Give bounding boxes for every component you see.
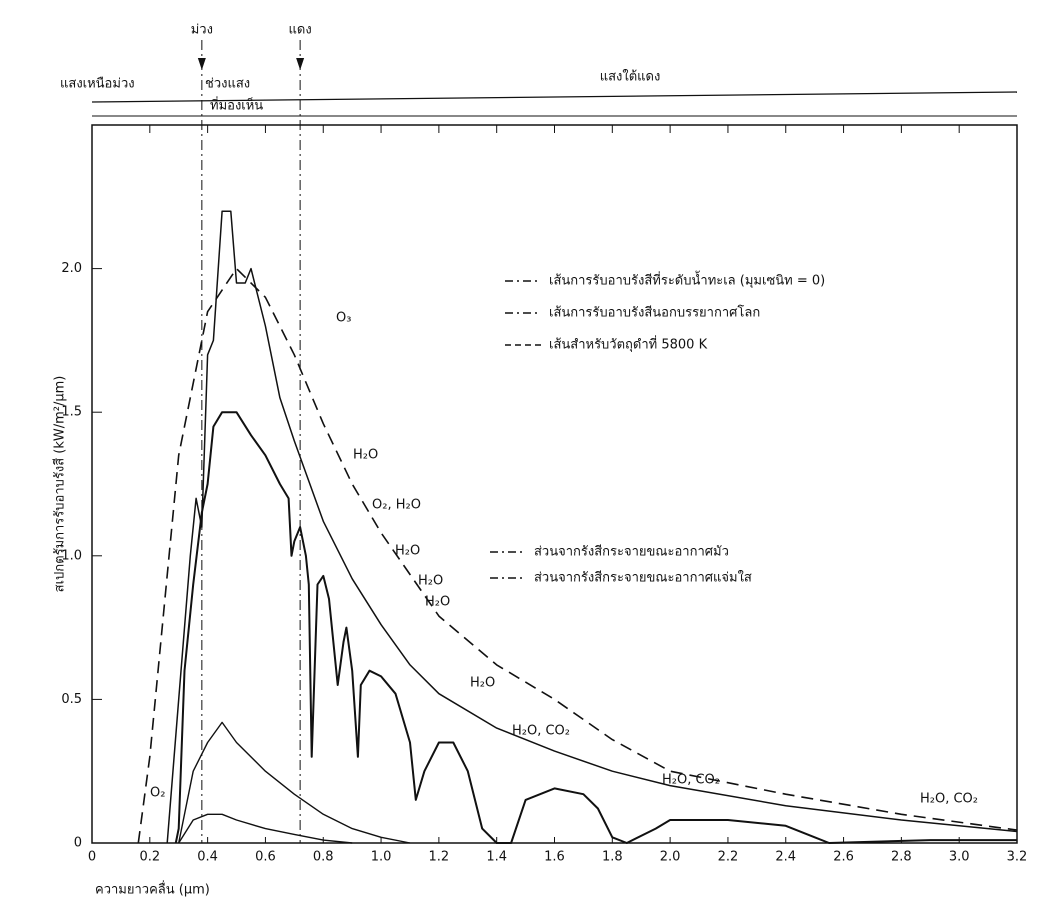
x-tick-label: 2.2 bbox=[718, 850, 739, 865]
region-label: ที่มองเห็น bbox=[210, 96, 263, 114]
legend-label: เส้นการรับอาบรังสีที่ระดับน้ำทะเล (มุมเซ… bbox=[549, 271, 825, 289]
region-label: แสงเหนือม่วง bbox=[60, 76, 135, 92]
x-tick-label: 3.2 bbox=[1007, 850, 1028, 865]
legend-label: เส้นการรับอาบรังสีนอกบรรยากาศโลก bbox=[549, 305, 760, 321]
annotation: O₃ bbox=[336, 311, 351, 326]
y-tick-label: 2.0 bbox=[61, 261, 82, 276]
x-tick-label: 2.6 bbox=[833, 850, 854, 865]
x-tick-label: 0.2 bbox=[139, 850, 160, 865]
x-tick-label: 1.0 bbox=[371, 850, 392, 865]
annotation: H₂O bbox=[395, 544, 420, 559]
marker-label: แดง bbox=[289, 23, 312, 38]
x-tick-label: 1.6 bbox=[544, 850, 565, 865]
x-tick-label: 1.2 bbox=[429, 850, 450, 865]
marker-label: ม่วง bbox=[191, 23, 213, 38]
x-tick-label: 1.4 bbox=[486, 850, 507, 865]
legend-label: ส่วนจากรังสีกระจายขณะอากาศมัว bbox=[534, 544, 729, 560]
annotation: H₂O bbox=[425, 595, 450, 610]
x-axis-label: ความยาวคลื่น (µm) bbox=[95, 881, 210, 898]
region-label: แสงใต้แดง bbox=[600, 69, 661, 85]
x-tick-label: 2.8 bbox=[891, 850, 912, 865]
annotation: O₂ bbox=[150, 786, 165, 801]
annotation: O₂, H₂O bbox=[372, 498, 421, 513]
chart: สเปกตรัมการรับอาบรังสี (kW/m²/µm) ความยา… bbox=[0, 0, 1038, 909]
legend-label: ส่วนจากรังสีกระจายขณะอากาศแจ่มใส bbox=[534, 570, 752, 586]
x-tick-label: 2.0 bbox=[660, 850, 681, 865]
y-tick-label: 1.0 bbox=[61, 548, 82, 563]
x-tick-label: 0.8 bbox=[313, 850, 334, 865]
x-tick-label: 2.4 bbox=[775, 850, 796, 865]
annotation: H₂O bbox=[418, 574, 443, 589]
y-tick-label: 0.5 bbox=[61, 692, 82, 707]
annotation: H₂O, CO₂ bbox=[512, 724, 570, 739]
background bbox=[0, 0, 1038, 909]
annotation: H₂O, CO₂ bbox=[920, 792, 978, 807]
x-tick-label: 0 bbox=[88, 850, 96, 865]
annotation: H₂O, CO₂ bbox=[662, 773, 720, 788]
region-label: ช่วงแสง bbox=[205, 77, 250, 92]
x-tick-label: 1.8 bbox=[602, 850, 623, 865]
annotation: H₂O bbox=[353, 448, 378, 463]
x-tick-label: 0.6 bbox=[255, 850, 276, 865]
y-tick-label: 0 bbox=[74, 836, 82, 851]
x-tick-label: 0.4 bbox=[197, 850, 218, 865]
annotation: H₂O bbox=[470, 676, 495, 691]
x-tick-label: 3.0 bbox=[949, 850, 970, 865]
legend-label: เส้นสำหรับวัตถุดำที่ 5800 K bbox=[549, 336, 708, 353]
y-tick-label: 1.5 bbox=[61, 405, 82, 420]
